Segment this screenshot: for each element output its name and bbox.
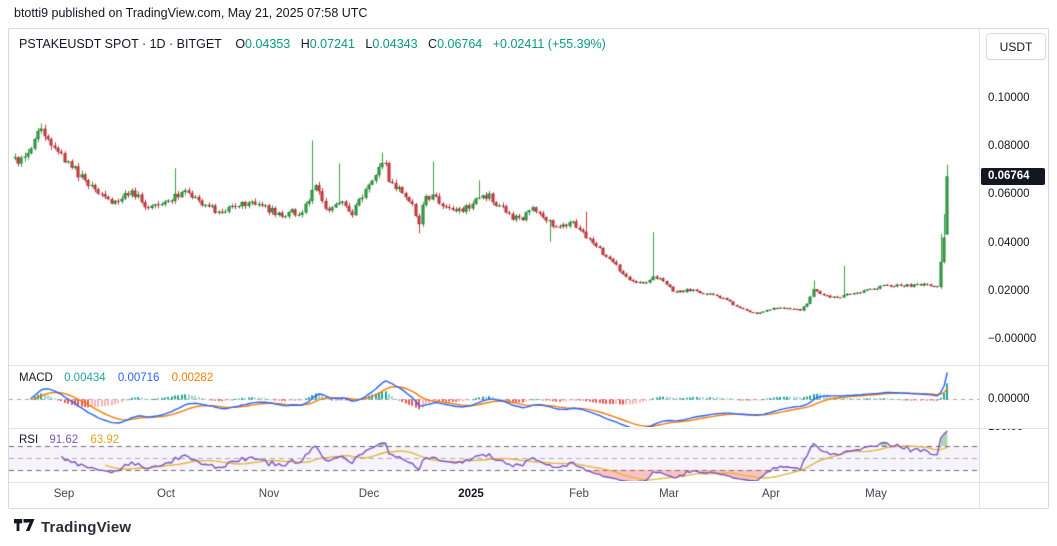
macd-histogram-value: 0.00434 bbox=[64, 372, 106, 384]
tradingview-logo[interactable]: TradingView bbox=[14, 518, 131, 536]
time-tick-label: Mar bbox=[659, 488, 679, 500]
macd-scale-axis[interactable]: 0.00000 bbox=[979, 366, 1048, 428]
macd-legend: MACD 0.00434 0.00716 0.00282 bbox=[19, 372, 222, 384]
rsi-pane-canvas[interactable] bbox=[9, 429, 979, 481]
low-value: 0.04343 bbox=[372, 37, 418, 51]
time-tick-label-year: 2025 bbox=[458, 488, 484, 500]
price-pane-canvas[interactable] bbox=[9, 30, 979, 365]
rsi-legend: RSI 91.62 63.92 bbox=[19, 434, 128, 446]
macd-signal-value: 0.00282 bbox=[171, 372, 214, 384]
time-tick-label: Apr bbox=[762, 488, 780, 500]
time-axis[interactable]: Sep Oct Nov Dec 2025 Feb Mar Apr May bbox=[9, 482, 1048, 508]
attribution-text: btotti9 published on TradingView.com, Ma… bbox=[14, 6, 368, 20]
macd-pane-canvas[interactable] bbox=[9, 366, 979, 427]
close-label: C bbox=[428, 37, 438, 51]
time-tick-label: Oct bbox=[157, 488, 175, 500]
current-price-badge: 0.06764 bbox=[981, 168, 1045, 185]
price-tick-label: 0.06000 bbox=[988, 188, 1030, 200]
time-tick-label: Nov bbox=[258, 488, 280, 500]
symbol-title[interactable]: PSTAKEUSDT SPOT · 1D · BITGET bbox=[19, 37, 222, 51]
price-tick-label: 0.08000 bbox=[988, 140, 1030, 152]
time-tick-label: Sep bbox=[53, 488, 75, 500]
pane-divider bbox=[9, 482, 1048, 483]
high-value: 0.07241 bbox=[309, 37, 355, 51]
low-label: L bbox=[365, 37, 373, 51]
price-tick-label: −0.00000 bbox=[988, 333, 1037, 345]
time-tick-label: Dec bbox=[358, 488, 380, 500]
close-value: 0.06764 bbox=[437, 37, 483, 51]
macd-name[interactable]: MACD bbox=[19, 372, 53, 384]
price-scale-axis[interactable]: 0.10000 0.08000 0.06000 0.04000 0.02000 … bbox=[979, 29, 1048, 365]
rsi-ma-value: 63.92 bbox=[90, 434, 120, 446]
change-value: +0.02411 (+55.39%) bbox=[492, 37, 606, 51]
rsi-100-label: 100.00 bbox=[988, 428, 1023, 433]
price-tick-label: 0.10000 bbox=[988, 92, 1030, 104]
open-label: O bbox=[235, 37, 246, 51]
macd-line-value: 0.00716 bbox=[117, 372, 160, 384]
price-tick-label: 0.02000 bbox=[988, 285, 1030, 297]
tradingview-logo-text: TradingView bbox=[41, 518, 132, 536]
price-scale-divider bbox=[979, 29, 980, 508]
tradingview-logo-icon bbox=[14, 519, 35, 531]
rsi-scale-axis[interactable]: 100.00 bbox=[979, 428, 1048, 482]
high-label: H bbox=[300, 37, 310, 51]
pane-divider[interactable] bbox=[9, 428, 1048, 429]
chart-widget: PSTAKEUSDT SPOT · 1D · BITGET O0.04353 H… bbox=[8, 28, 1049, 509]
open-value: 0.04353 bbox=[245, 37, 291, 51]
time-tick-label: May bbox=[865, 488, 887, 500]
currency-toggle-button[interactable]: USDT bbox=[986, 33, 1046, 60]
price-tick-label: 0.04000 bbox=[988, 237, 1030, 249]
rsi-name[interactable]: RSI bbox=[19, 434, 39, 446]
macd-zero-label: 0.00000 bbox=[988, 393, 1030, 405]
rsi-line-value: 91.62 bbox=[49, 434, 79, 446]
symbol-legend: PSTAKEUSDT SPOT · 1D · BITGET O0.04353 H… bbox=[19, 37, 606, 51]
time-tick-label: Feb bbox=[569, 488, 589, 500]
pane-divider[interactable] bbox=[9, 365, 1048, 366]
